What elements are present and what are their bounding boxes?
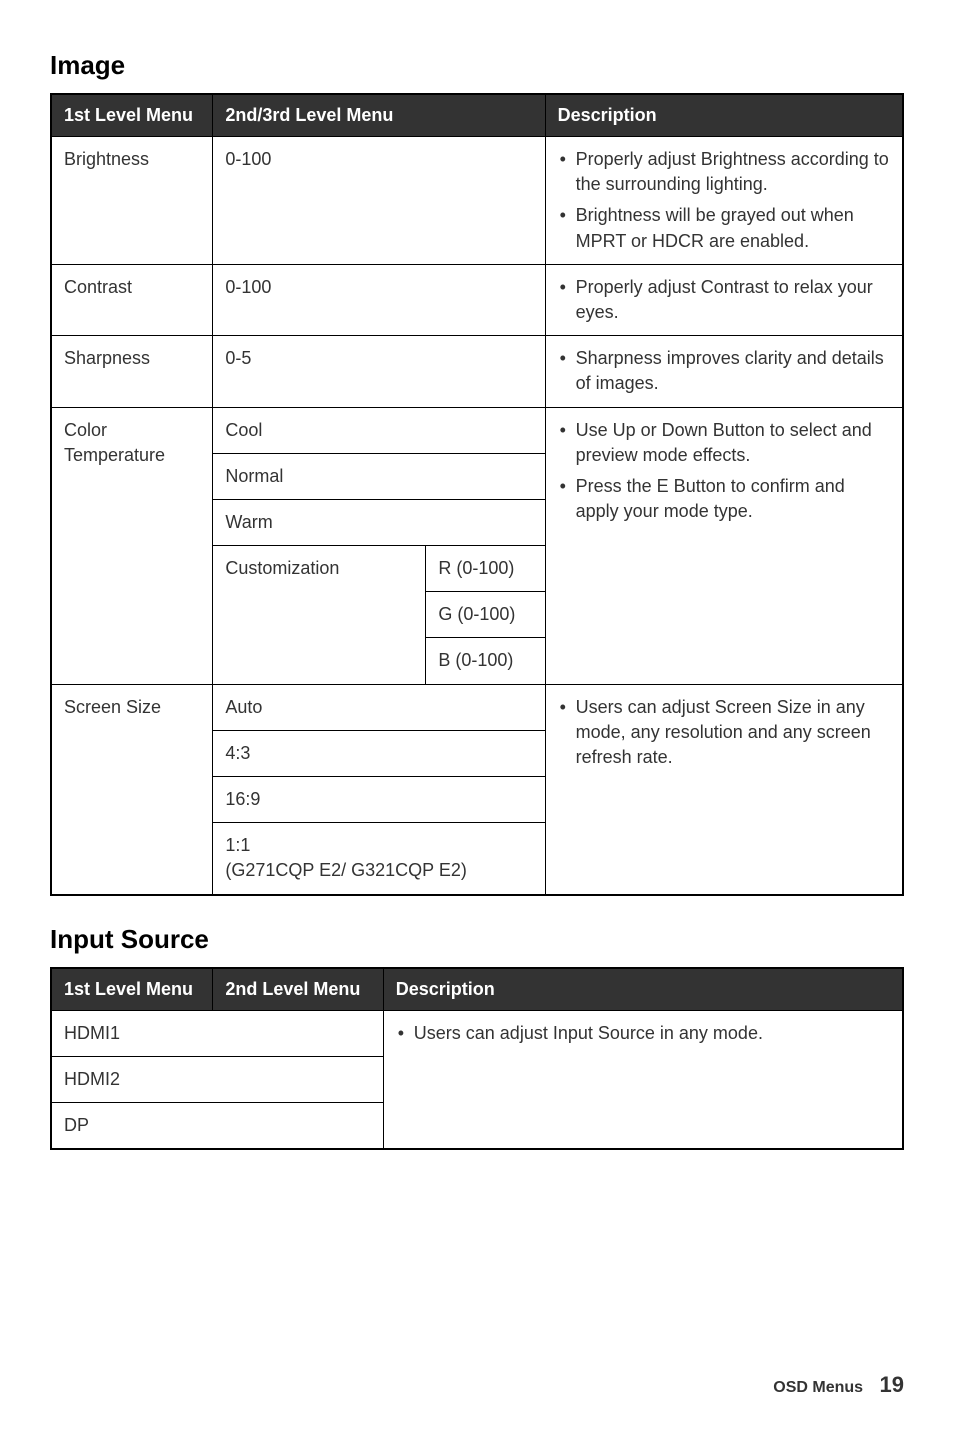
screensize-desc: Users can adjust Screen Size in any mode… [545,684,903,894]
colortemp-b: B (0-100) [426,638,545,684]
colortemp-desc-2: Press the E Button to confirm and apply … [558,474,890,524]
image-heading: Image [50,50,904,81]
sharpness-desc-1: Sharpness improves clarity and details o… [558,346,890,396]
brightness-label: Brightness [51,137,213,265]
input-desc: Users can adjust Input Source in any mod… [383,1010,903,1149]
screensize-11: 1:1 (G271CQP E2/ G321CQP E2) [213,823,545,895]
screensize-169: 16:9 [213,777,545,823]
input-dp: DP [51,1102,383,1149]
page-footer: OSD Menus 19 [773,1372,904,1398]
footer-section-label: OSD Menus [773,1379,863,1396]
colortemp-customization: Customization [213,546,426,685]
sharpness-label: Sharpness [51,336,213,407]
input-hdmi1: HDMI1 [51,1010,383,1056]
table-row: HDMI1 Users can adjust Input Source in a… [51,1010,903,1056]
table-row: Brightness 0-100 Properly adjust Brightn… [51,137,903,265]
brightness-desc-1: Properly adjust Brightness according to … [558,147,890,197]
screensize-43: 4:3 [213,730,545,776]
colortemp-g: G (0-100) [426,592,545,638]
screensize-label: Screen Size [51,684,213,894]
contrast-desc-1: Properly adjust Contrast to relax your e… [558,275,890,325]
colortemp-warm: Warm [213,499,545,545]
table-row: Screen Size Auto Users can adjust Screen… [51,684,903,730]
table-row: Sharpness 0-5 Sharpness improves clarity… [51,336,903,407]
input-source-table: 1st Level Menu 2nd Level Menu Descriptio… [50,967,904,1151]
brightness-range: 0-100 [213,137,545,265]
contrast-range: 0-100 [213,264,545,335]
colortemp-normal: Normal [213,453,545,499]
table-row: Color Temperature Cool Use Up or Down Bu… [51,407,903,453]
table-row: Contrast 0-100 Properly adjust Contrast … [51,264,903,335]
table-header-row: 1st Level Menu 2nd/3rd Level Menu Descri… [51,94,903,137]
input-col-2nd: 2nd Level Menu [213,968,383,1011]
input-hdmi2: HDMI2 [51,1056,383,1102]
brightness-desc-2: Brightness will be grayed out when MPRT … [558,203,890,253]
input-col-1st: 1st Level Menu [51,968,213,1011]
brightness-desc: Properly adjust Brightness according to … [545,137,903,265]
col-header-desc: Description [545,94,903,137]
contrast-desc: Properly adjust Contrast to relax your e… [545,264,903,335]
contrast-label: Contrast [51,264,213,335]
col-header-1st: 1st Level Menu [51,94,213,137]
colortemp-desc: Use Up or Down Button to select and prev… [545,407,903,684]
table-header-row: 1st Level Menu 2nd Level Menu Descriptio… [51,968,903,1011]
input-desc-1: Users can adjust Input Source in any mod… [396,1021,890,1046]
sharpness-desc: Sharpness improves clarity and details o… [545,336,903,407]
colortemp-desc-1: Use Up or Down Button to select and prev… [558,418,890,468]
col-header-2nd3rd: 2nd/3rd Level Menu [213,94,545,137]
colortemp-cool: Cool [213,407,545,453]
input-source-heading: Input Source [50,924,904,955]
footer-page-number: 19 [880,1372,904,1397]
screensize-desc-1: Users can adjust Screen Size in any mode… [558,695,890,771]
screensize-auto: Auto [213,684,545,730]
colortemp-r: R (0-100) [426,546,545,592]
sharpness-range: 0-5 [213,336,545,407]
image-table: 1st Level Menu 2nd/3rd Level Menu Descri… [50,93,904,896]
colortemp-label: Color Temperature [51,407,213,684]
input-col-desc: Description [383,968,903,1011]
